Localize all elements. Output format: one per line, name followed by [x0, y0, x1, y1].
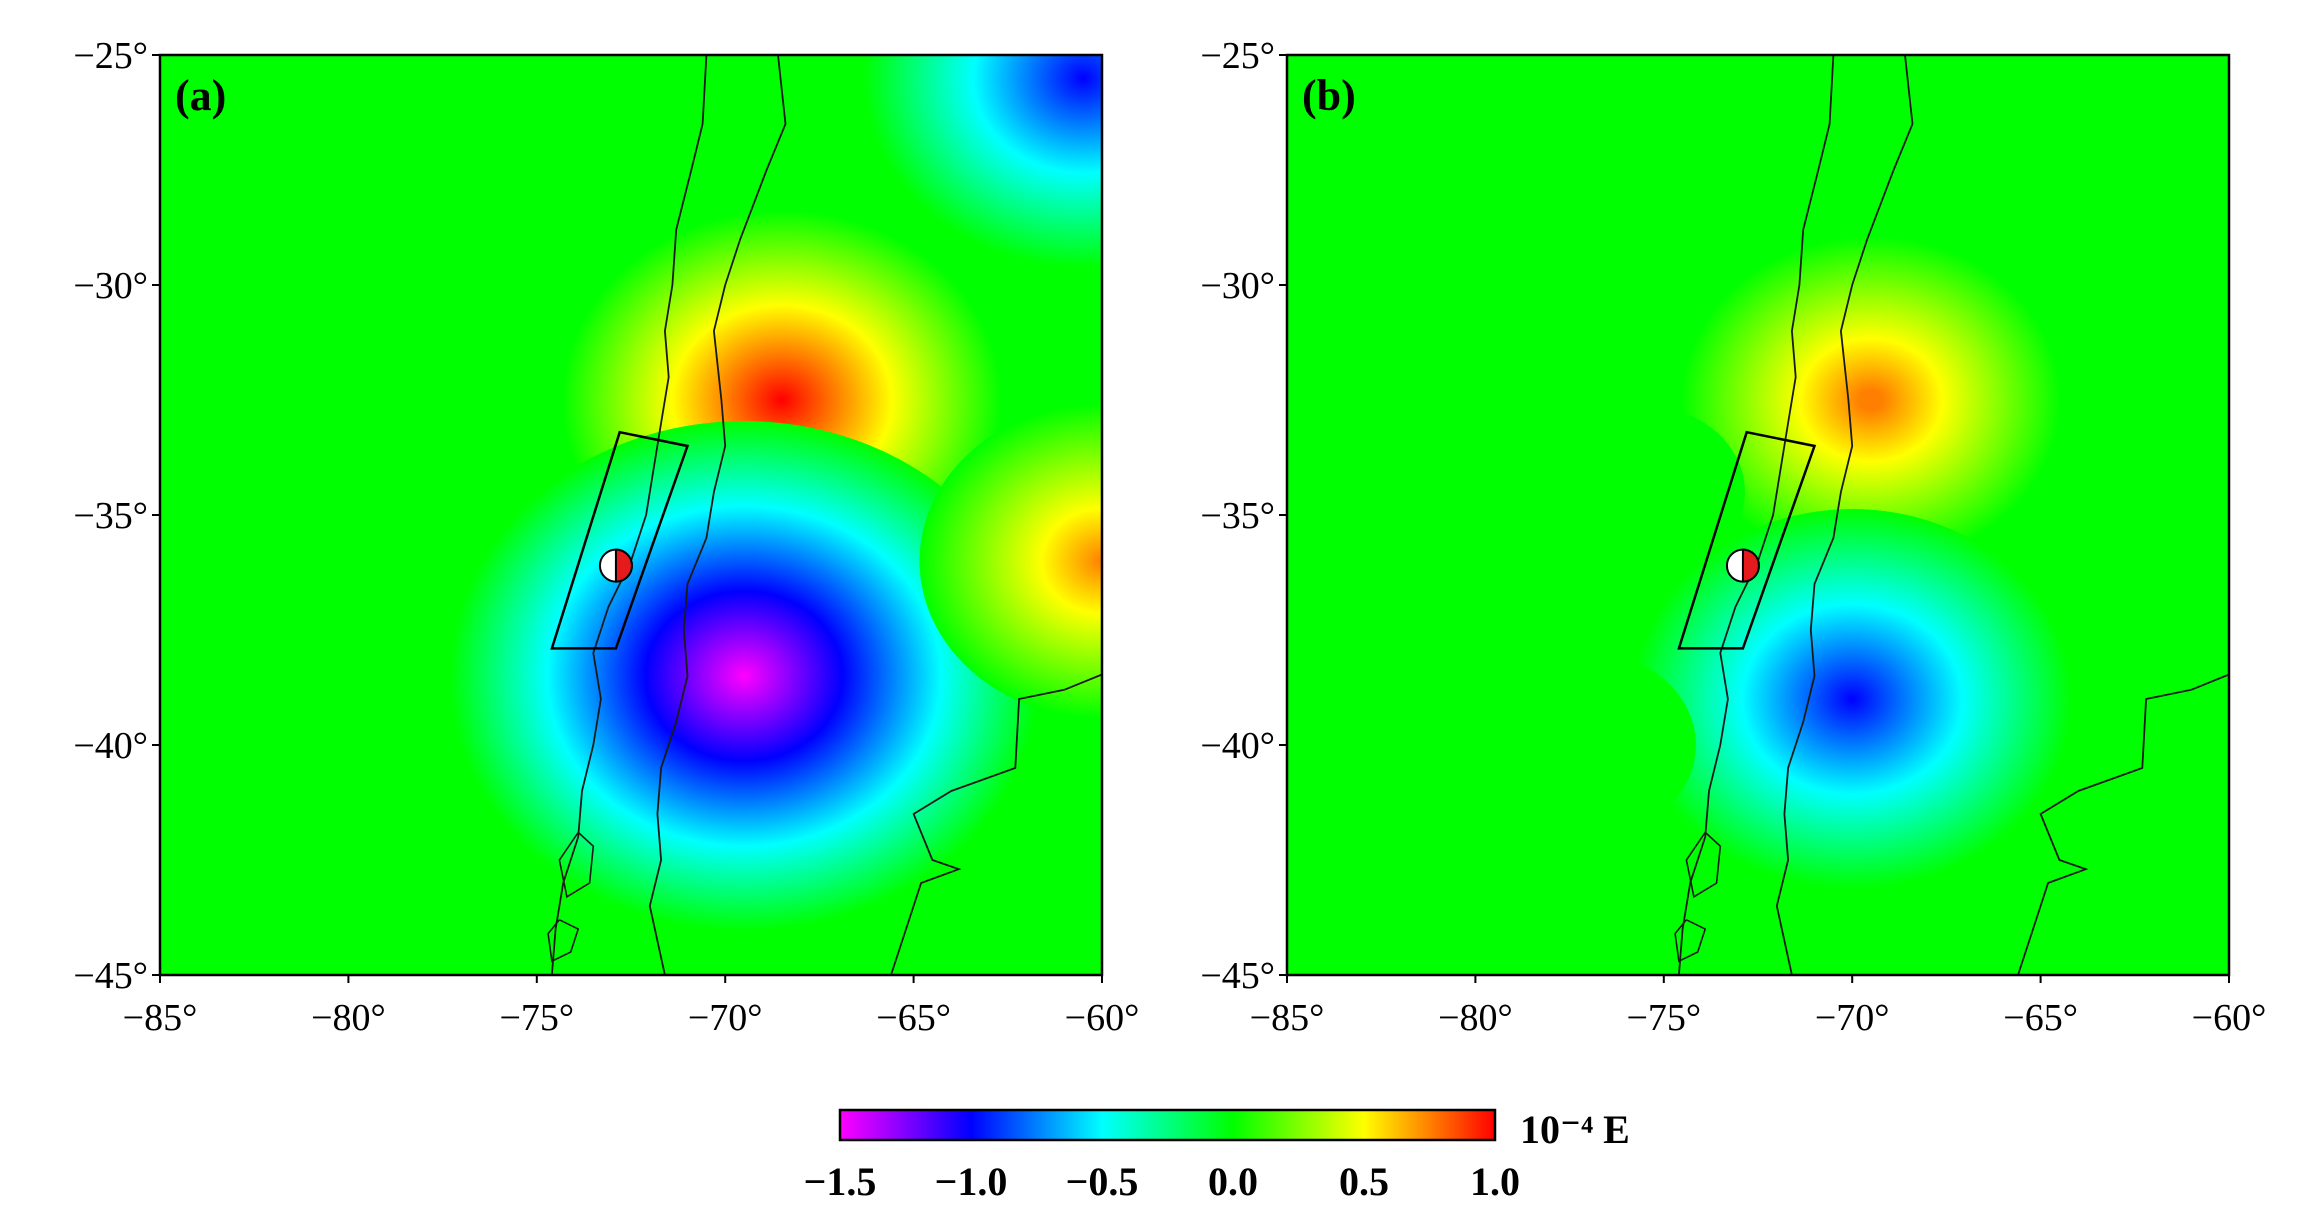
field-map-a [160, 55, 1102, 975]
colorbar-unit: 10⁻⁴ E [1520, 1107, 1630, 1152]
y-tick-label: −40° [1200, 725, 1275, 767]
epicenter-beachball-icon [1725, 548, 1760, 583]
x-tick-label: −70° [1815, 997, 1890, 1039]
panel-a: (a) −85° −80° −75° −70° −65° −60° −25° −30° −35… [73, 35, 1140, 1039]
x-tick-label: −65° [876, 997, 951, 1039]
panel-b: (b) −85° −80° −75° −70° −65° −60° −25° −30° −35… [1200, 35, 2267, 1039]
y-tick-label: −25° [1200, 35, 1275, 77]
y-tick-label: −35° [73, 495, 148, 537]
anomaly-positive [919, 403, 1102, 719]
x-tick-label: −65° [2003, 997, 2078, 1039]
island [558, 831, 595, 899]
colorbar-tick-label: −1.0 [935, 1159, 1008, 1204]
anomaly-negative [449, 421, 1040, 931]
colorbar-tick-label: 0.5 [1339, 1159, 1389, 1204]
chile-coastline [551, 55, 708, 975]
rupture-box [550, 430, 690, 650]
y-axis-b: −25° −30° −35° −40° −45° [1200, 35, 1287, 997]
coastline-a [547, 55, 1102, 975]
x-axis-b: −85° −80° −75° −70° −65° −60° [1250, 975, 2267, 1039]
panel-label-a: (a) [175, 71, 226, 120]
x-tick-label: −75° [1626, 997, 1701, 1039]
x-tick-label: −60° [2192, 997, 2267, 1039]
overlay-b [1677, 430, 1817, 650]
anomaly-positive [160, 383, 279, 555]
x-tick-label: −60° [1065, 997, 1140, 1039]
x-tick-label: −85° [123, 997, 198, 1039]
colorbar: 10⁻⁴ E −1.5 −1.0 −0.5 0.0 0.5 1.0 [804, 1107, 1630, 1204]
colorbar-tick-label: −0.5 [1066, 1159, 1139, 1204]
y-tick-label: −45° [1200, 955, 1275, 997]
colorbar-tick-label: −1.5 [804, 1159, 877, 1204]
colorbar-tick-label: 0.0 [1208, 1159, 1258, 1204]
coastline-b [1674, 55, 2229, 975]
x-tick-label: −75° [499, 997, 574, 1039]
island [547, 919, 580, 963]
y-tick-label: −25° [73, 35, 148, 77]
field-map-b [1287, 55, 2229, 975]
island [1674, 919, 1707, 963]
y-tick-label: −35° [1200, 495, 1275, 537]
chile-coastline [1678, 55, 1835, 975]
epicenter-beachball-icon [598, 548, 633, 583]
national-border [1775, 55, 1914, 975]
anomaly-negative [271, 393, 502, 591]
x-tick-label: −80° [311, 997, 386, 1039]
argentina-coastline [2017, 673, 2229, 975]
beachball-compression [614, 548, 633, 583]
panel-label-b: (b) [1302, 71, 1356, 120]
x-axis-a: −85° −80° −75° −70° −65° −60° [123, 975, 1140, 1039]
colorbar-tick-label: 1.0 [1470, 1159, 1520, 1204]
y-tick-label: −45° [73, 955, 148, 997]
y-tick-label: −40° [73, 725, 148, 767]
anomaly-negative [1632, 509, 2073, 889]
y-axis-a: −25° −30° −35° −40° −45° [73, 35, 160, 997]
x-tick-label: −80° [1438, 997, 1513, 1039]
anomaly-positive [1480, 652, 1696, 838]
national-border [648, 55, 787, 975]
anomaly-negative [863, 55, 1102, 268]
colorbar-gradient [838, 1108, 1497, 1142]
x-tick-label: −85° [1250, 997, 1325, 1039]
colorbar-ticks: −1.5 −1.0 −0.5 0.0 0.5 1.0 [804, 1159, 1520, 1204]
rupture-box [1677, 430, 1817, 650]
beachball-compression [1741, 548, 1760, 583]
island [1685, 831, 1722, 899]
anomaly-negative [1544, 406, 1745, 578]
overlay-a [550, 430, 690, 650]
y-tick-label: −30° [1200, 265, 1275, 307]
argentina-coastline [890, 673, 1102, 975]
x-tick-label: −70° [688, 997, 763, 1039]
anomaly-positive [1681, 236, 2062, 564]
anomaly-positive [255, 159, 441, 319]
y-tick-label: −30° [73, 265, 148, 307]
